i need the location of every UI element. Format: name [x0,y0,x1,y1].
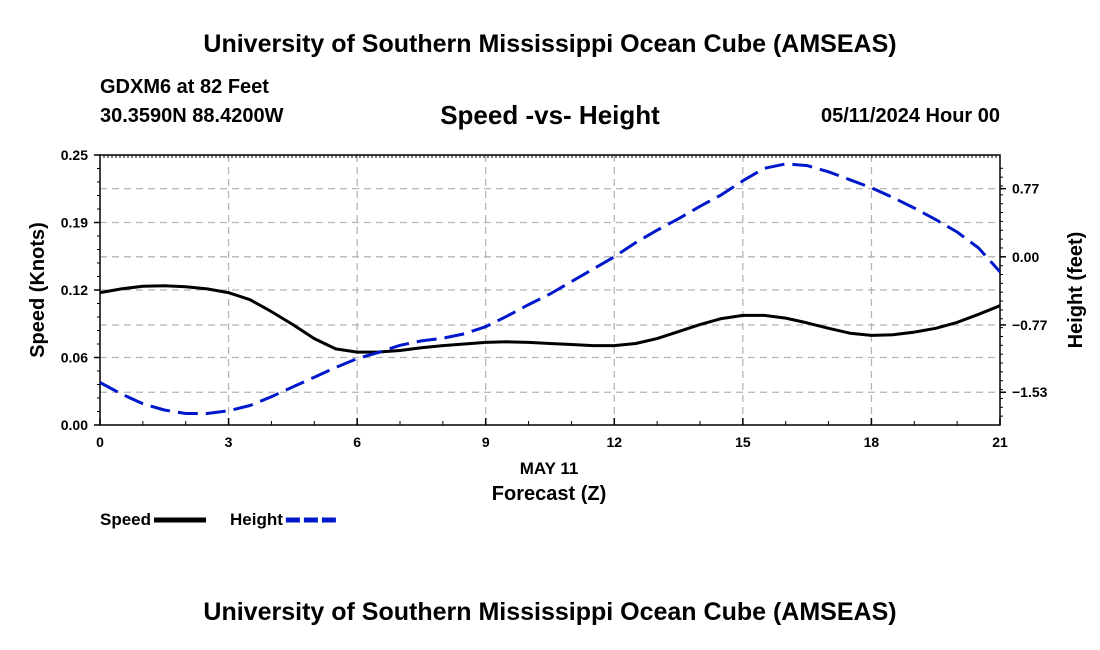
x-axis-label: Forecast (Z) [492,483,606,505]
y2-tick-label: 0.77 [1012,181,1039,197]
x-axis-date-label: MAY 11 [520,459,579,478]
y-tick-label: 0.19 [61,215,88,231]
station-coordinates: 30.3590N 88.4200W [100,105,284,127]
x-tick-label: 0 [96,434,104,450]
grid [99,155,1001,425]
x-tick-label: 3 [225,434,233,450]
station-label: GDXM6 at 82 Feet [100,76,269,98]
series [100,162,1000,415]
y-tick-label: 0.06 [61,350,88,366]
x-tick-label: 15 [735,434,751,450]
x-tick-label: 21 [992,434,1008,450]
chart-title: Speed -vs- Height [440,100,660,130]
y-axis-label: Speed (Knots) [27,222,49,358]
y2-tick-label: −0.77 [1012,317,1048,333]
y2-tick-label: −1.53 [1012,384,1048,400]
legend: Speed Height [100,510,338,529]
y-tick-label: 0.25 [61,147,88,163]
y-tick-label: 0.00 [61,417,88,433]
y2-tick-label: 0.00 [1012,249,1039,265]
x-tick-label: 12 [606,434,622,450]
y2-axis-label: Height (feet) [1065,232,1087,349]
x-tick-label: 6 [353,434,361,450]
series-line-speed [100,284,1000,354]
page-title: University of Southern Mississippi Ocean… [203,30,897,58]
y-tick-label: 0.12 [61,282,88,298]
forecast-datetime: 05/11/2024 Hour 00 [820,105,1000,127]
footer-title: University of Southern Mississippi Ocean… [203,598,897,626]
x-tick-label: 18 [864,434,880,450]
series-line-height [100,162,1000,415]
legend-label-speed: Speed [100,510,151,529]
axes: 0 3 6 9 12 15 18 21 0.00 0.06 0.12 0.19 0.25 −1.53 −0.… [27,147,1087,505]
x-tick-label: 9 [482,434,490,450]
legend-label-height: Height [230,510,283,529]
